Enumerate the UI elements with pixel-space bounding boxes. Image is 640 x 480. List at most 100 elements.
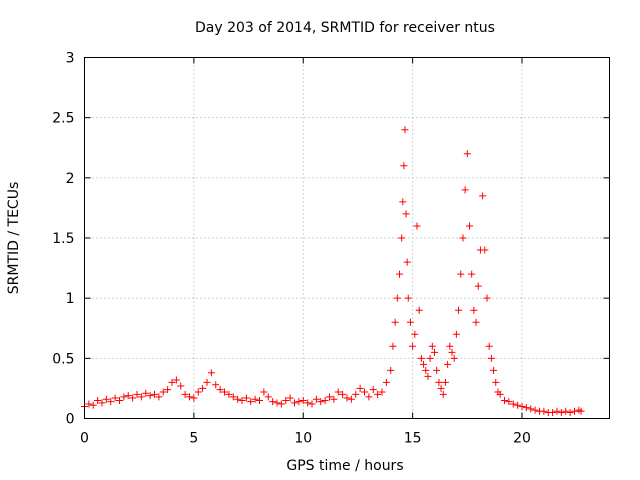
data-point	[142, 389, 150, 397]
data-point	[89, 401, 97, 409]
data-point	[374, 390, 382, 398]
data-point	[501, 396, 508, 404]
data-point	[181, 390, 189, 398]
data-point	[437, 384, 445, 392]
data-point	[382, 378, 390, 386]
data-point	[286, 394, 294, 402]
y-tick-label: 3	[66, 51, 75, 67]
y-tick-label: 2	[66, 171, 75, 187]
data-point	[312, 395, 320, 403]
data-point	[242, 394, 250, 402]
data-point	[365, 393, 373, 401]
data-point	[343, 394, 351, 402]
data-point	[426, 354, 434, 362]
data-point	[455, 306, 463, 314]
data-point	[492, 378, 500, 386]
data-point	[514, 401, 522, 409]
data-point	[203, 378, 211, 386]
data-point	[406, 318, 414, 326]
data-point	[424, 372, 432, 380]
data-point	[459, 234, 467, 242]
data-point	[496, 390, 504, 398]
data-point	[403, 258, 411, 266]
data-point	[446, 342, 454, 350]
x-axis-label: GPS time / hours	[286, 458, 403, 474]
data-point	[260, 388, 268, 396]
data-point	[207, 369, 215, 377]
data-point	[400, 162, 408, 170]
data-point	[549, 408, 557, 416]
data-point	[133, 390, 141, 398]
data-point	[470, 306, 478, 314]
data-point	[562, 407, 570, 415]
data-point	[102, 395, 110, 403]
data-point	[396, 270, 403, 278]
data-point	[428, 342, 436, 350]
data-point	[159, 388, 167, 396]
data-point	[216, 386, 224, 394]
data-point	[238, 396, 246, 404]
data-point	[339, 390, 347, 398]
data-point	[304, 399, 312, 407]
data-point	[466, 222, 473, 230]
data-point	[299, 396, 307, 404]
data-point	[94, 396, 102, 404]
data-point	[490, 366, 498, 374]
data-point	[463, 150, 471, 158]
data-point	[137, 393, 145, 401]
data-point	[199, 384, 207, 392]
data-point	[391, 318, 399, 326]
data-point	[155, 393, 163, 401]
data-point	[399, 198, 407, 206]
data-point	[540, 407, 548, 415]
data-point	[234, 395, 242, 403]
data-point	[468, 270, 476, 278]
data-point	[413, 222, 421, 230]
data-point	[295, 398, 303, 406]
y-tick-label: 0.5	[52, 351, 74, 367]
data-point	[481, 246, 489, 254]
data-point	[452, 330, 460, 338]
data-point	[172, 376, 180, 384]
data-point	[417, 354, 425, 362]
y-axis-label: SRMTID / TECUs	[6, 182, 22, 295]
data-point	[393, 294, 401, 302]
data-point	[409, 342, 417, 350]
data-point	[116, 396, 123, 404]
data-point	[441, 378, 449, 386]
data-point	[461, 186, 469, 194]
data-point	[402, 210, 410, 218]
data-point	[487, 354, 495, 362]
data-point	[479, 192, 487, 200]
data-point	[212, 381, 220, 389]
y-tick-label: 1	[66, 291, 75, 307]
data-point	[146, 392, 154, 400]
data-point	[269, 398, 277, 406]
data-point	[505, 398, 513, 406]
data-point	[431, 348, 438, 356]
data-point	[124, 392, 132, 400]
data-point	[522, 404, 530, 412]
data-point	[444, 360, 452, 368]
tick-layer: 0 0.5 1 1.5 2 2.5 3 0 5 10 15 20	[52, 51, 610, 447]
x-tick-label: 15	[404, 431, 422, 447]
data-point	[317, 398, 325, 406]
data-point	[387, 366, 395, 374]
data-point	[401, 126, 409, 134]
data-point	[273, 399, 281, 407]
data-point	[247, 398, 255, 406]
data-point	[404, 294, 412, 302]
x-tick-label: 0	[80, 431, 89, 447]
plot-frame	[84, 57, 610, 419]
data-point	[168, 378, 176, 386]
data-point	[85, 400, 93, 408]
data-point	[361, 388, 368, 396]
x-tick-label: 5	[189, 431, 198, 447]
data-point	[378, 388, 386, 396]
data-point	[129, 394, 137, 402]
chart-title: Day 203 of 2014, SRMTID for receiver ntu…	[195, 20, 495, 36]
data-point	[330, 395, 338, 403]
data-point	[448, 348, 456, 356]
data-point	[177, 382, 185, 390]
data-point	[422, 366, 430, 374]
